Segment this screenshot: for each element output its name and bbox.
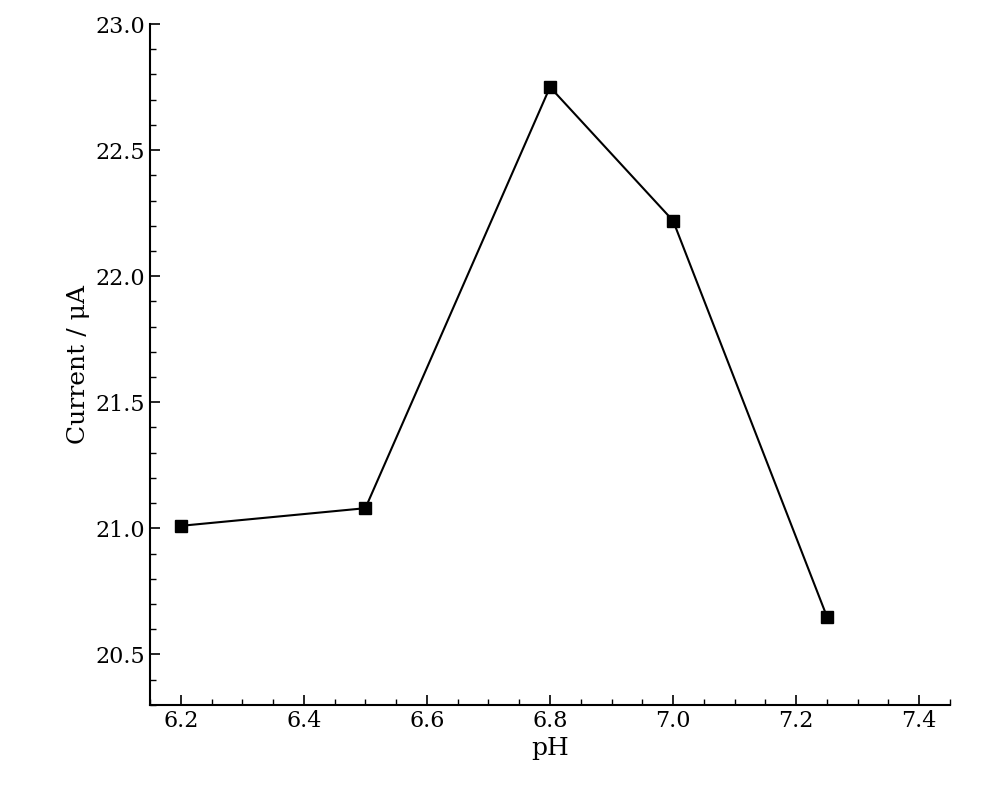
Y-axis label: Current / μA: Current / μA (67, 285, 90, 444)
X-axis label: pH: pH (531, 737, 569, 760)
